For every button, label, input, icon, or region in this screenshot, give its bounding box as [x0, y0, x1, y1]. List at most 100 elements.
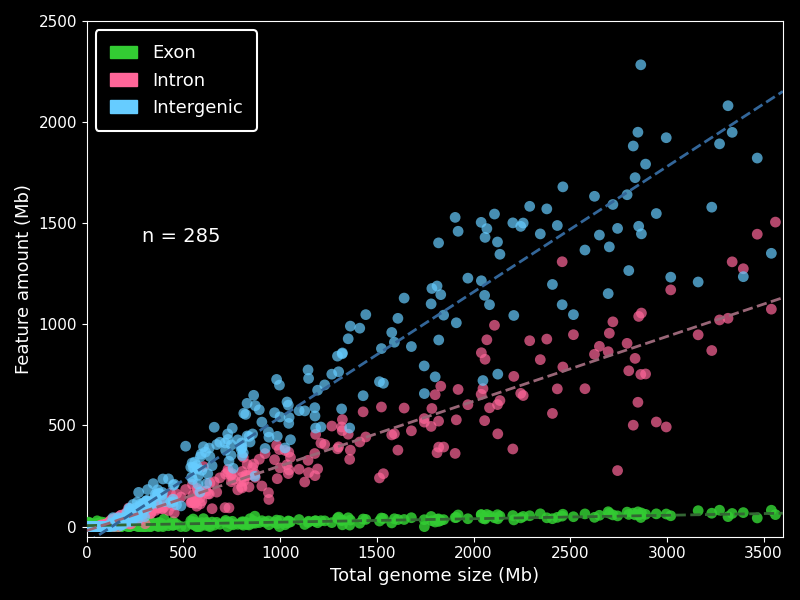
Exon — [293, 515, 306, 524]
Exon — [142, 522, 154, 532]
Legend: Exon, Intron, Intergenic: Exon, Intron, Intergenic — [96, 30, 257, 131]
Intergenic — [95, 522, 108, 532]
Exon — [114, 518, 127, 528]
Intron — [152, 503, 165, 512]
Intron — [621, 338, 634, 348]
Intron — [134, 515, 146, 525]
Intron — [226, 469, 238, 479]
Exon — [114, 522, 127, 532]
Intron — [514, 389, 527, 398]
Exon — [166, 520, 179, 530]
Intron — [126, 505, 139, 515]
Exon — [546, 514, 559, 524]
Intron — [208, 477, 221, 487]
Intergenic — [309, 411, 322, 421]
Intergenic — [354, 323, 366, 333]
Exon — [241, 518, 254, 528]
Exon — [112, 518, 125, 528]
Intergenic — [634, 60, 647, 70]
Intron — [147, 496, 160, 505]
Exon — [107, 515, 120, 524]
Intergenic — [195, 466, 208, 475]
Exon — [235, 517, 248, 527]
Intergenic — [284, 435, 297, 445]
Exon — [142, 516, 154, 526]
Intron — [130, 506, 142, 516]
Intron — [491, 400, 504, 409]
Intron — [137, 509, 150, 519]
Exon — [398, 515, 410, 524]
Exon — [199, 520, 212, 530]
Exon — [660, 509, 673, 519]
Exon — [106, 522, 119, 532]
Intergenic — [253, 405, 266, 415]
Intergenic — [141, 496, 154, 505]
Intron — [523, 336, 536, 346]
Intron — [342, 430, 354, 439]
Intergenic — [151, 490, 164, 500]
Exon — [97, 520, 110, 529]
Intergenic — [123, 517, 136, 527]
Exon — [523, 511, 536, 521]
Intron — [84, 522, 97, 532]
Intron — [706, 346, 718, 355]
Intergenic — [192, 470, 205, 480]
Intron — [179, 485, 192, 494]
Exon — [314, 516, 327, 526]
Intergenic — [335, 404, 348, 414]
Exon — [126, 521, 139, 530]
Exon — [164, 519, 177, 529]
Exon — [115, 522, 128, 532]
Intron — [632, 311, 645, 321]
Exon — [386, 518, 398, 528]
Intergenic — [83, 522, 96, 532]
Intergenic — [142, 497, 154, 507]
Exon — [377, 514, 390, 523]
Exon — [203, 522, 216, 532]
Intron — [122, 509, 135, 519]
Intron — [210, 487, 223, 497]
Exon — [89, 519, 102, 529]
Intergenic — [186, 458, 198, 468]
Intergenic — [131, 511, 144, 521]
Intron — [241, 460, 254, 469]
Exon — [86, 522, 98, 532]
Exon — [551, 512, 564, 522]
Exon — [249, 511, 262, 521]
Exon — [611, 511, 624, 521]
Intergenic — [186, 463, 199, 472]
Intron — [109, 517, 122, 526]
Intergenic — [84, 522, 97, 532]
Exon — [588, 512, 601, 522]
Intergenic — [429, 372, 442, 382]
Exon — [236, 520, 249, 529]
Intergenic — [491, 370, 504, 379]
Intergenic — [391, 314, 404, 323]
Exon — [92, 518, 105, 528]
Intergenic — [156, 488, 169, 497]
Intergenic — [122, 512, 135, 522]
Intergenic — [134, 506, 146, 516]
Exon — [186, 518, 199, 528]
Intron — [151, 503, 164, 512]
Intron — [164, 488, 177, 498]
Exon — [95, 517, 108, 527]
Intergenic — [194, 487, 206, 497]
Intron — [225, 470, 238, 480]
Intergenic — [134, 501, 147, 511]
Intron — [82, 522, 95, 532]
Intron — [432, 442, 445, 452]
Intergenic — [100, 522, 113, 532]
Intergenic — [120, 508, 133, 518]
Exon — [104, 519, 117, 529]
Exon — [506, 511, 519, 520]
Intergenic — [94, 522, 107, 532]
Exon — [151, 519, 164, 529]
Intergenic — [92, 522, 105, 532]
Intergenic — [151, 485, 164, 494]
Exon — [567, 512, 580, 521]
Intergenic — [274, 412, 286, 422]
Exon — [186, 514, 199, 524]
Intron — [100, 519, 113, 529]
Exon — [110, 515, 122, 525]
